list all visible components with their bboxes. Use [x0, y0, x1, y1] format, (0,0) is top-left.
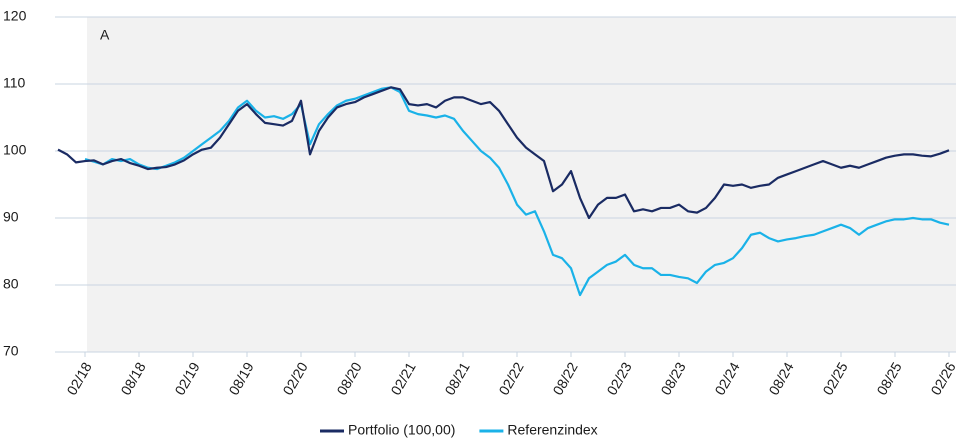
x-tick-label: 08/23: [657, 359, 688, 398]
x-tick-label: 02/19: [171, 359, 202, 398]
y-tick-label: 80: [3, 276, 19, 292]
x-tick-label: 02/25: [819, 359, 850, 398]
y-tick-label: 70: [3, 343, 19, 359]
x-tick-label: 02/24: [711, 359, 742, 398]
x-tick-label: 02/21: [387, 359, 418, 398]
x-tick-label: 08/21: [441, 359, 472, 398]
x-tick-label: 02/23: [603, 359, 634, 398]
y-tick-label: 120: [3, 8, 27, 24]
x-tick-label: 08/25: [873, 359, 904, 398]
x-tick-label: 08/18: [117, 359, 148, 398]
x-tick-label: 02/20: [279, 359, 310, 398]
x-tick-label: 08/19: [225, 359, 256, 398]
series-line: [57, 86, 950, 220]
legend-label: Portfolio (100,00): [348, 422, 455, 438]
annotation: A: [100, 27, 110, 43]
x-tick-label: 08/24: [765, 359, 796, 398]
x-tick-label: 02/18: [63, 359, 94, 398]
y-tick-label: 100: [3, 142, 27, 158]
x-tick-label: 08/22: [549, 359, 580, 398]
highlight-region: [87, 17, 956, 352]
series-line: [84, 86, 950, 297]
legend-label: Referenzindex: [507, 422, 597, 438]
x-tick-label: 02/26: [927, 359, 956, 398]
y-tick-label: 90: [3, 209, 19, 225]
x-tick-label: 02/22: [495, 359, 526, 398]
y-tick-label: 110: [3, 75, 26, 91]
x-tick-label: 08/20: [333, 359, 364, 398]
